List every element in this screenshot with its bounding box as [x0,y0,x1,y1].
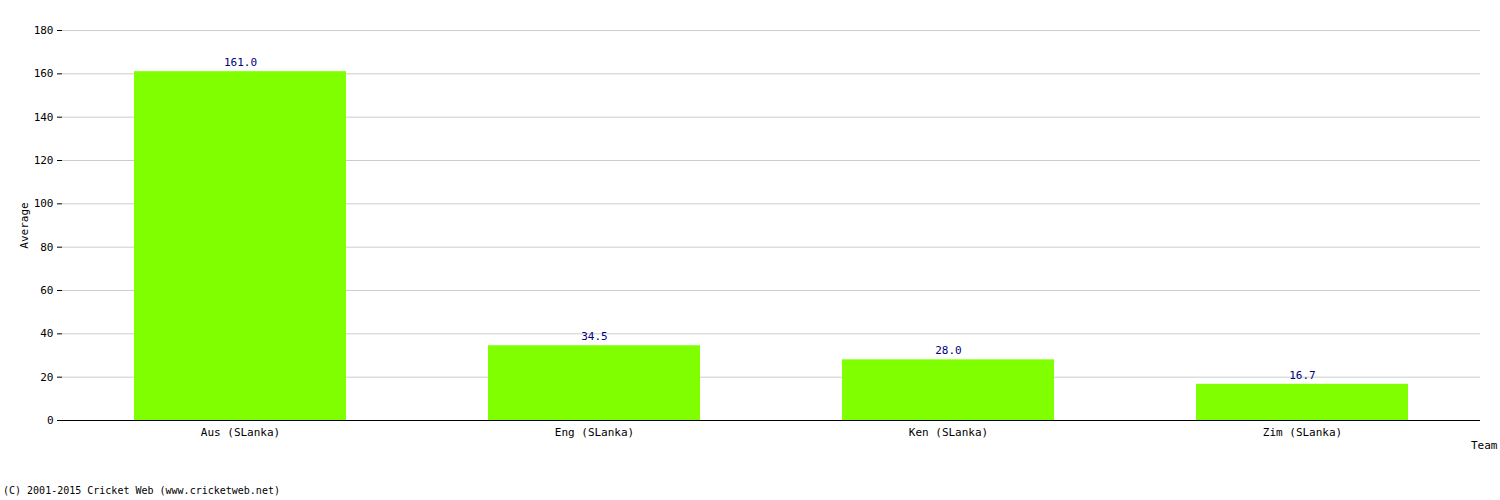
svg-text:161.0: 161.0 [224,56,257,69]
svg-text:28.0: 28.0 [935,344,962,357]
svg-text:160: 160 [34,67,54,80]
svg-text:34.5: 34.5 [581,330,608,343]
svg-text:20: 20 [40,371,53,384]
svg-text:Zim (SLanka): Zim (SLanka) [1263,426,1342,439]
svg-text:0: 0 [47,414,54,427]
svg-text:180: 180 [34,24,54,37]
svg-text:Eng (SLanka): Eng (SLanka) [555,426,634,439]
svg-text:60: 60 [40,284,53,297]
svg-text:80: 80 [40,241,53,254]
svg-text:16.7: 16.7 [1289,369,1316,382]
svg-text:Ken (SLanka): Ken (SLanka) [909,426,988,439]
svg-text:Team: Team [1471,439,1498,452]
svg-text:100: 100 [34,197,54,210]
svg-text:120: 120 [34,154,54,167]
html-text:(C) 2001-2015 Cricket Web (www: (C) 2001-2015 Cricket Web (www.cricketwe… [3,485,280,496]
svg-text:Average: Average [18,202,31,248]
svg-text:140: 140 [34,111,54,124]
svg-text:Aus (SLanka): Aus (SLanka) [201,426,280,439]
svg-text:40: 40 [40,327,53,340]
